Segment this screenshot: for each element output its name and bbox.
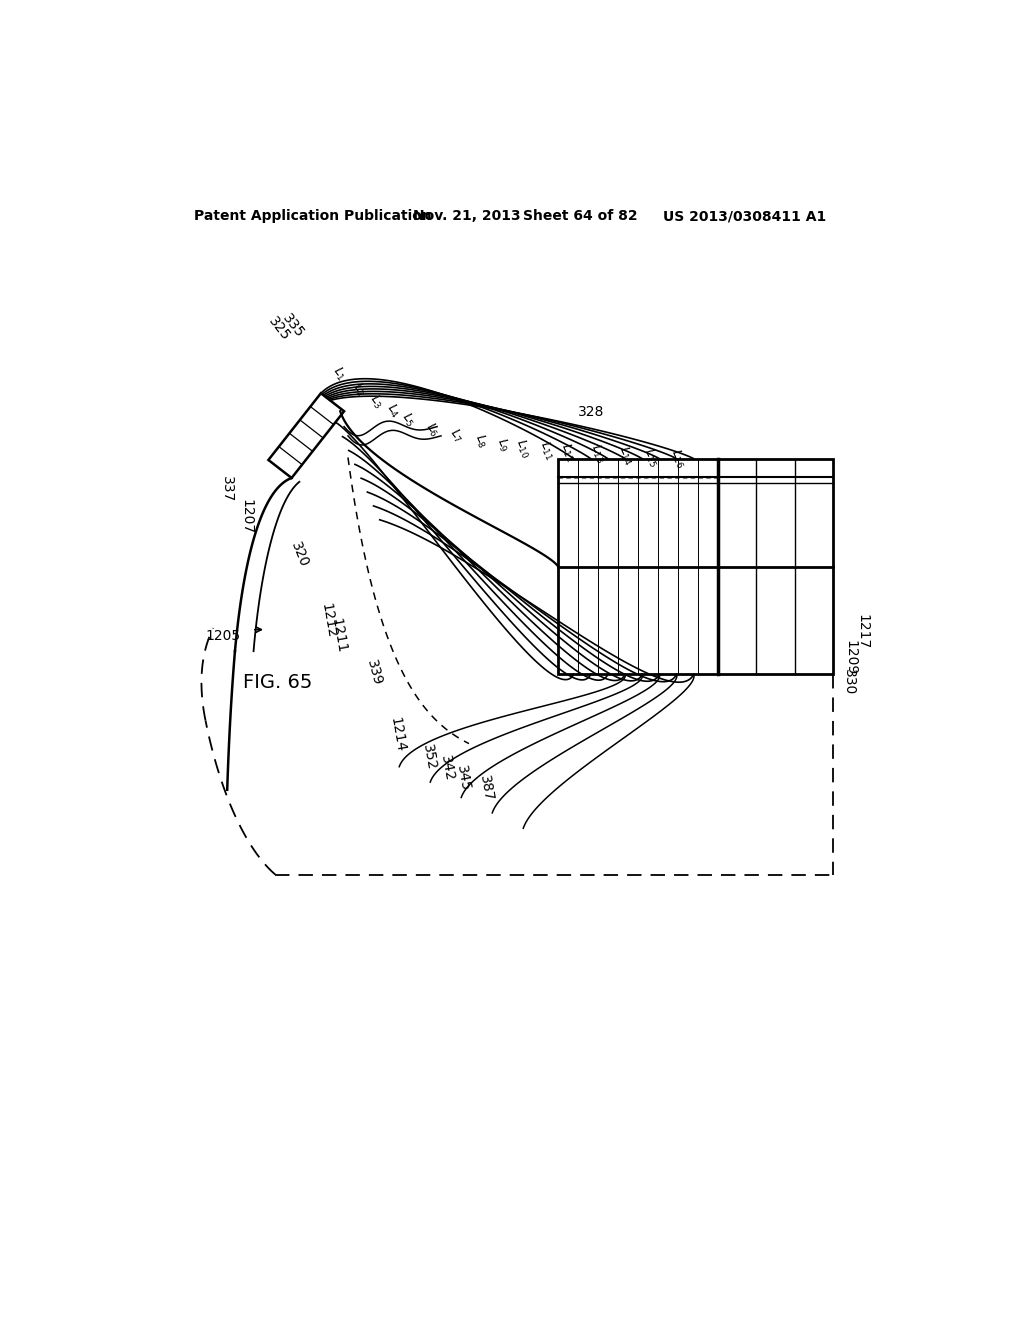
Text: 335: 335 [280, 312, 306, 341]
Text: $L_{6}$: $L_{6}$ [422, 420, 442, 440]
Text: $L_{5}$: $L_{5}$ [398, 411, 419, 430]
Text: 1205: 1205 [205, 628, 240, 643]
Text: Patent Application Publication: Patent Application Publication [194, 209, 432, 223]
Text: 1207: 1207 [240, 499, 254, 535]
Text: 352: 352 [420, 743, 438, 772]
Text: $L_{15}$: $L_{15}$ [640, 445, 663, 469]
Bar [558, 459, 834, 675]
Text: 339: 339 [365, 659, 385, 688]
Text: $L_{12}$: $L_{12}$ [556, 441, 579, 465]
Text: 1217: 1217 [856, 614, 869, 649]
Text: 337: 337 [220, 477, 234, 503]
Text: $L_{14}$: $L_{14}$ [615, 444, 637, 467]
Text: $L_{4}$: $L_{4}$ [383, 401, 403, 421]
Text: $L_{1}$: $L_{1}$ [329, 364, 349, 384]
Text: $L_{2}$: $L_{2}$ [349, 379, 369, 400]
Text: 330: 330 [842, 669, 856, 696]
Text: 1209: 1209 [844, 640, 857, 675]
Text: $L_{10}$: $L_{10}$ [512, 437, 535, 461]
Text: Sheet 64 of 82: Sheet 64 of 82 [523, 209, 638, 223]
Text: $L_{7}$: $L_{7}$ [445, 425, 466, 446]
Text: 325: 325 [265, 314, 293, 345]
Text: 328: 328 [578, 405, 604, 420]
Text: 1212: 1212 [318, 602, 338, 639]
Text: $L_{8}$: $L_{8}$ [471, 432, 490, 450]
Text: $L_{9}$: $L_{9}$ [493, 436, 512, 454]
Text: $L_{3}$: $L_{3}$ [366, 392, 386, 412]
Text: $L_{16}$: $L_{16}$ [668, 446, 689, 471]
Text: $L_{11}$: $L_{11}$ [536, 440, 557, 463]
Text: FIG. 65: FIG. 65 [243, 672, 312, 692]
Text: Nov. 21, 2013: Nov. 21, 2013 [414, 209, 521, 223]
Text: 1211: 1211 [329, 618, 349, 655]
Text: 345: 345 [454, 764, 472, 792]
Text: 342: 342 [438, 754, 457, 783]
Text: $L_{13}$: $L_{13}$ [588, 442, 609, 466]
Text: 1214: 1214 [388, 715, 408, 752]
Text: 320: 320 [289, 540, 311, 570]
Text: US 2013/0308411 A1: US 2013/0308411 A1 [663, 209, 826, 223]
Text: 387: 387 [477, 774, 496, 803]
